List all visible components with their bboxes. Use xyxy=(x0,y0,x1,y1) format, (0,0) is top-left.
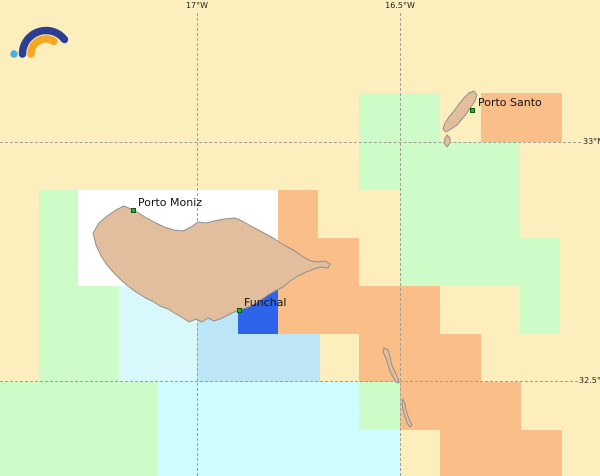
city-label: Porto Moniz xyxy=(138,196,203,209)
map-cell xyxy=(359,142,400,190)
grid-parallel xyxy=(0,142,581,143)
map-cell xyxy=(440,430,562,476)
map-cell xyxy=(359,334,481,382)
island-madeira xyxy=(92,205,331,323)
map-cell xyxy=(400,142,520,286)
map-cell xyxy=(278,286,440,334)
city-dot xyxy=(131,208,136,213)
map-cell xyxy=(520,238,560,334)
map-cell xyxy=(197,334,320,382)
logo-inner-arc xyxy=(27,35,58,58)
city-label: Porto Santo xyxy=(478,96,542,109)
island-porto-santo xyxy=(442,90,478,133)
meridian-label: 17°W xyxy=(185,1,209,10)
map-cell xyxy=(359,430,400,476)
logo-middle-arc xyxy=(18,26,69,58)
map-cell xyxy=(278,190,318,238)
map-cell xyxy=(400,382,521,430)
map-cell xyxy=(39,190,78,382)
city-dot xyxy=(470,108,475,113)
city-label: Funchal xyxy=(244,296,287,309)
map-cell xyxy=(0,382,158,476)
map-cell xyxy=(78,286,119,382)
rainbow-logo-icon xyxy=(10,26,69,58)
map-cell xyxy=(481,93,562,142)
meridian-label: 16.5°W xyxy=(385,1,415,10)
map-cell xyxy=(158,382,360,476)
island-ilheu-de-baixo xyxy=(443,134,451,148)
parallel-label: 32.5°N xyxy=(579,376,600,385)
map-cell xyxy=(359,382,400,430)
grid-parallel xyxy=(0,381,578,382)
grid-meridian xyxy=(400,13,401,476)
city-dot xyxy=(237,308,242,313)
map-cell xyxy=(359,93,440,142)
island-bugio xyxy=(401,398,413,428)
island-deserta-grande xyxy=(382,347,400,384)
parallel-label: 33°N xyxy=(583,137,600,146)
